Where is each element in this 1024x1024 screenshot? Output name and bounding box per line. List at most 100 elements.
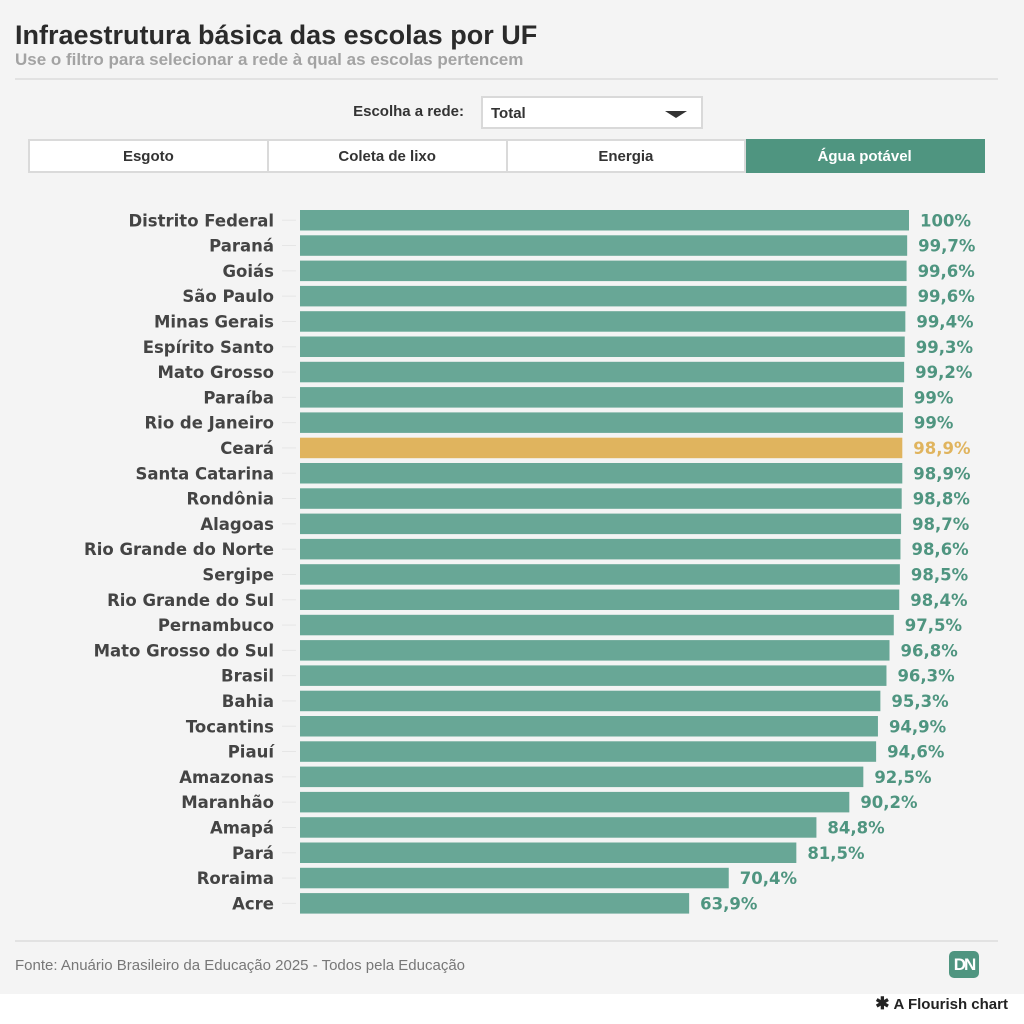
category-label: Mato Grosso do Sul [94, 641, 274, 660]
value-label: 99% [914, 414, 954, 433]
bar[interactable] [300, 260, 907, 282]
category-label: Maranhão [181, 793, 274, 812]
value-label: 98,7% [912, 515, 970, 534]
bar[interactable] [300, 463, 903, 484]
value-label: 98,9% [913, 439, 971, 458]
tab-agua-potavel[interactable]: Água potável [746, 139, 985, 173]
tab-bar: Esgoto Coleta de lixo Energia Água potáv… [28, 139, 985, 173]
divider [15, 78, 998, 80]
category-label: Pará [232, 844, 274, 863]
value-label: 90,2% [860, 793, 918, 812]
value-label: 98,8% [913, 490, 971, 509]
flourish-icon: ✱ [875, 994, 890, 1013]
category-label: Rio Grande do Sul [107, 591, 274, 610]
category-label: Minas Gerais [154, 312, 274, 331]
bar[interactable] [300, 842, 797, 864]
bar[interactable] [300, 665, 887, 686]
value-label: 99,2% [915, 363, 973, 382]
value-label: 98,4% [910, 591, 968, 610]
bar[interactable] [300, 716, 878, 737]
value-label: 95,3% [891, 692, 949, 711]
category-label: Paraíba [203, 388, 274, 407]
value-label: 63,9% [700, 894, 758, 913]
bar[interactable] [300, 285, 907, 307]
tab-esgoto[interactable]: Esgoto [28, 139, 269, 173]
value-label: 94,6% [887, 743, 945, 762]
tab-coleta-de-lixo[interactable]: Coleta de lixo [268, 139, 508, 173]
value-label: 70,4% [740, 869, 798, 888]
category-label: Amazonas [179, 768, 274, 787]
flourish-credit[interactable]: ✱ A Flourish chart [875, 994, 1008, 1014]
value-label: 97,5% [905, 616, 963, 635]
divider [15, 940, 998, 942]
value-label: 99,6% [918, 262, 976, 281]
value-label: 99,4% [916, 312, 974, 331]
category-label: Rio de Janeiro [144, 414, 274, 433]
value-label: 98,5% [911, 565, 969, 584]
value-label: 94,9% [889, 717, 947, 736]
value-label: 98,9% [913, 464, 971, 483]
value-label: 96,3% [897, 667, 955, 686]
bar[interactable] [300, 235, 908, 256]
dropdown-selected-value: Total [491, 105, 526, 122]
category-label: São Paulo [182, 287, 274, 306]
category-label: Tocantins [186, 717, 274, 736]
page-subtitle: Use o filtro para selecionar a rede à qu… [15, 50, 524, 69]
value-label: 99,3% [916, 338, 974, 357]
category-label: Roraima [197, 869, 274, 888]
network-dropdown[interactable]: Total [481, 96, 703, 129]
category-label: Amapá [210, 818, 274, 837]
filter-label: Escolha a rede: [353, 103, 464, 120]
bar[interactable] [300, 361, 905, 383]
value-label: 84,8% [827, 818, 885, 837]
value-label: 100% [920, 211, 971, 230]
bar[interactable] [300, 614, 894, 636]
bar[interactable] [300, 867, 729, 889]
bar[interactable] [300, 387, 903, 408]
bar[interactable] [300, 741, 877, 762]
category-label: Goiás [223, 262, 275, 281]
value-label: 92,5% [874, 768, 932, 787]
value-label: 99,7% [918, 237, 976, 256]
bar[interactable] [300, 791, 850, 813]
category-label: Piauí [228, 743, 276, 762]
chart-panel: Infraestrutura básica das escolas por UF… [0, 0, 1024, 994]
bar-chart: Distrito Federal 100% Paraná 99,7% Goiás 99,6… [84, 210, 976, 914]
category-label: Pernambuco [158, 616, 274, 635]
category-label: Santa Catarina [136, 464, 274, 483]
bar[interactable] [300, 488, 902, 509]
bar[interactable] [300, 513, 902, 535]
bar[interactable] [300, 690, 881, 712]
category-label: Alagoas [200, 515, 274, 534]
value-label: 99,6% [918, 287, 976, 306]
bar[interactable] [300, 893, 690, 914]
category-label: Acre [232, 894, 274, 913]
value-label: 99% [914, 388, 954, 407]
bar[interactable] [300, 311, 906, 332]
category-label: Bahia [222, 692, 274, 711]
tab-energia[interactable]: Energia [507, 139, 747, 173]
chevron-down-icon [665, 111, 687, 118]
bar[interactable] [300, 538, 901, 560]
value-label: 96,8% [901, 641, 959, 660]
bar[interactable] [300, 437, 903, 459]
bar[interactable] [300, 817, 817, 838]
category-label: Mato Grosso [157, 363, 274, 382]
category-label: Rio Grande do Norte [84, 540, 274, 559]
bar[interactable] [300, 336, 905, 358]
bar[interactable] [300, 210, 909, 231]
category-label: Ceará [220, 439, 274, 458]
value-label: 81,5% [807, 844, 865, 863]
bar[interactable] [300, 766, 864, 788]
flourish-credit-label: A Flourish chart [893, 996, 1008, 1013]
bar[interactable] [300, 564, 900, 585]
value-label: 98,6% [911, 540, 969, 559]
dn-logo: DN [949, 951, 979, 978]
category-label: Brasil [221, 667, 274, 686]
category-label: Distrito Federal [128, 211, 274, 230]
category-label: Sergipe [202, 565, 274, 584]
bar[interactable] [300, 412, 903, 433]
category-label: Paraná [209, 237, 274, 256]
bar[interactable] [300, 589, 900, 611]
bar[interactable] [300, 640, 890, 661]
